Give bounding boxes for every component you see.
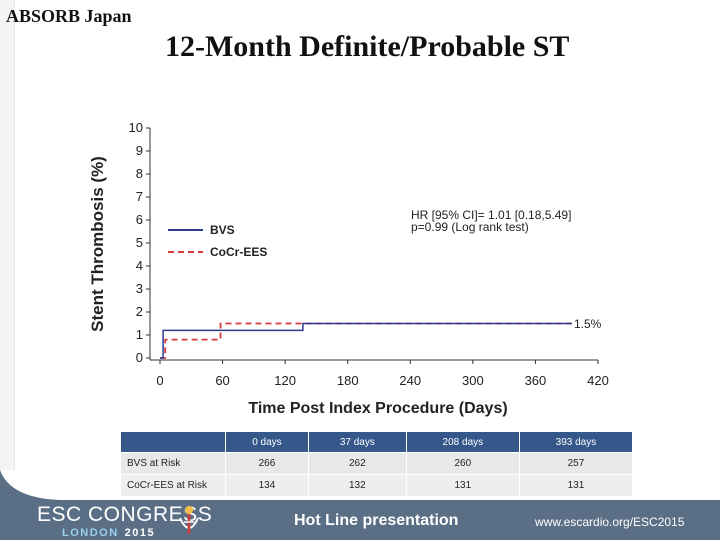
x-tick-label: 120 — [274, 373, 296, 388]
row-label-bvs: BVS at Risk — [121, 452, 226, 475]
city-name: LONDON — [62, 527, 119, 539]
legend-bvs-label: BVS — [210, 223, 235, 237]
table-cell: 131 — [406, 474, 520, 496]
footer-bar: ESC CONGRESS LONDON 2015 Hot Line present… — [0, 500, 720, 540]
study-brand: ABSORB Japan — [6, 6, 132, 26]
y-tick-label: 5 — [136, 235, 143, 250]
x-tick-label: 0 — [156, 373, 163, 388]
x-axis-label: Time Post Index Procedure (Days) — [248, 400, 507, 417]
y-axis-label: Stent Thrombosis (%) — [88, 156, 107, 332]
x-tick-label: 240 — [399, 373, 421, 388]
risk-col-0: 0 days — [225, 432, 309, 453]
x-tick-label: 300 — [462, 373, 484, 388]
x-tick-label: 60 — [215, 373, 229, 388]
row-label-cocr-ees: CoCr-EES at Risk — [121, 474, 226, 496]
table-row: BVS at Risk 266 262 260 257 — [121, 452, 634, 475]
x-tick-label: 420 — [587, 373, 609, 388]
congress-city: LONDON 2015 — [62, 527, 155, 539]
series-line-bvs — [160, 322, 572, 359]
x-tick-label: 180 — [337, 373, 359, 388]
risk-col-2: 208 days — [406, 432, 520, 453]
x-tick-label: 360 — [525, 373, 547, 388]
table-cell: 131 — [519, 474, 634, 496]
footer-url: www.escardio.org/ESC2015 — [535, 515, 685, 529]
y-tick-label: 2 — [136, 304, 143, 319]
left-stripe — [0, 0, 15, 470]
y-tick-label: 4 — [136, 258, 143, 273]
table-cell: 132 — [308, 474, 407, 496]
legend-cocr-label: CoCr-EES — [210, 245, 267, 259]
table-cell: 257 — [519, 452, 634, 475]
y-tick-label: 7 — [136, 189, 143, 204]
table-cell: 266 — [225, 452, 309, 475]
congress-year: 2015 — [124, 527, 156, 539]
risk-table-header-row: 0 days 37 days 208 days 393 days — [121, 432, 634, 453]
x-ticks: 0 60 120 180 240 300 360 420 — [156, 360, 609, 388]
end-value-label: 1.5% — [574, 317, 602, 331]
y-tick-label: 3 — [136, 281, 143, 296]
y-tick-label: 10 — [129, 120, 143, 135]
hr-annotation: HR [95% CI]= 1.01 [0.18,5.49] — [411, 208, 571, 222]
slide-title: 12-Month Definite/Probable ST — [165, 30, 570, 63]
esc-emblem-icon — [179, 506, 199, 534]
table-row: CoCr-EES at Risk 134 132 131 131 — [121, 474, 634, 496]
esc-congress-logo: ESC CONGRESS — [37, 503, 213, 526]
y-tick-label: 6 — [136, 212, 143, 227]
series-line-cocr-ees — [160, 322, 572, 359]
table-cell: 260 — [406, 452, 520, 475]
legend: BVS CoCr-EES — [168, 223, 267, 259]
y-tick-label: 1 — [136, 327, 143, 342]
km-chart: 0 1 2 3 4 5 6 7 8 9 10 0 60 120 180 240 300 360 420 Stent… — [88, 120, 609, 417]
y-tick-label: 0 — [136, 350, 143, 365]
risk-table-corner — [121, 432, 226, 453]
y-tick-label: 8 — [136, 166, 143, 181]
table-cell: 134 — [225, 474, 309, 496]
hotline-label: Hot Line presentation — [294, 512, 459, 529]
y-tick-label: 9 — [136, 143, 143, 158]
patients-at-risk-table: 0 days 37 days 208 days 393 days BVS at … — [121, 432, 634, 496]
risk-col-3: 393 days — [519, 432, 634, 453]
risk-col-1: 37 days — [308, 432, 407, 453]
y-ticks: 0 1 2 3 4 5 6 7 8 9 10 — [129, 120, 150, 365]
table-cell: 262 — [308, 452, 407, 475]
pvalue-annotation: p=0.99 (Log rank test) — [411, 220, 529, 234]
